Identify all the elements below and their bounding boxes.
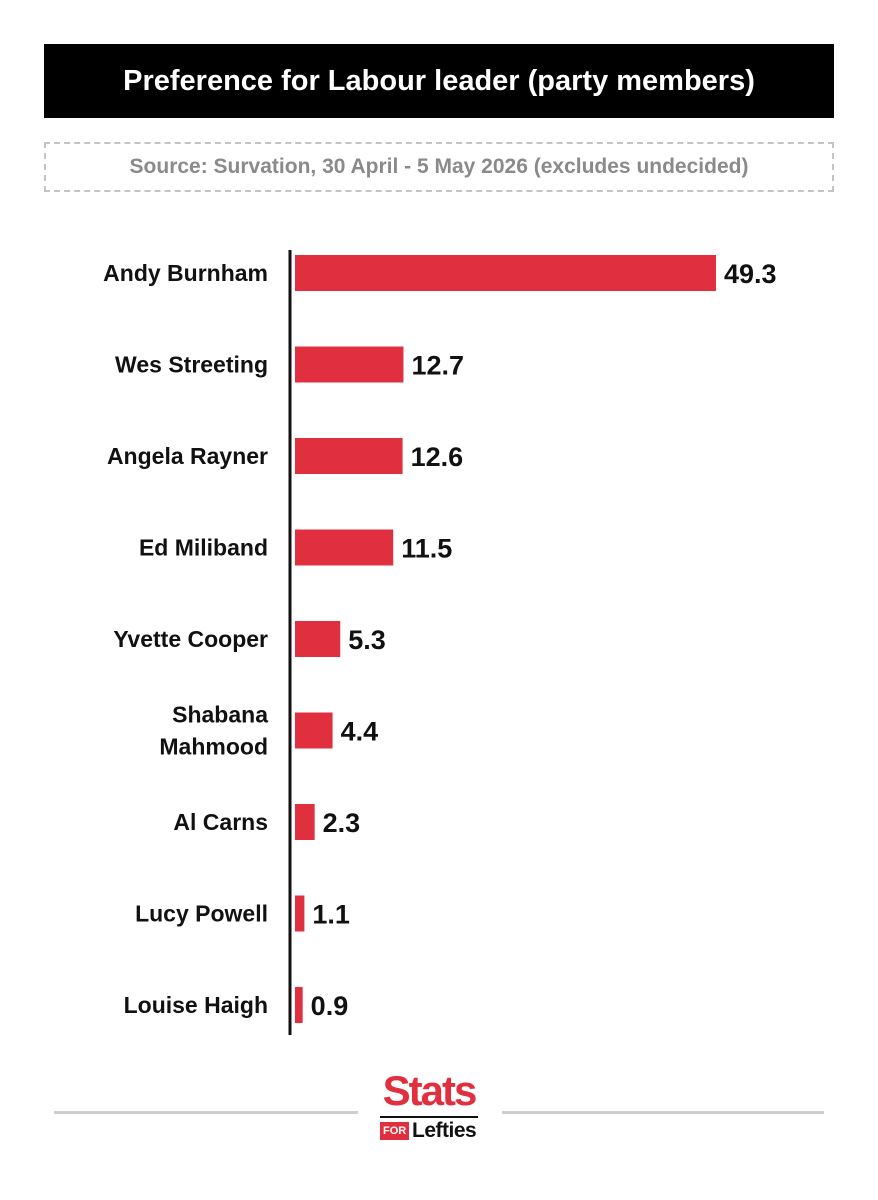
category-label: Ed Miliband <box>139 535 268 561</box>
category-label-line: Mahmood <box>159 734 268 760</box>
category-label: Shabana Mahmood <box>159 702 268 760</box>
category-label-line: Andy Burnham <box>103 260 268 286</box>
bar-value-label: 12.7 <box>411 351 464 381</box>
bar <box>295 255 716 291</box>
footer-divider-left <box>54 1111 358 1114</box>
category-label-line: Angela Rayner <box>107 443 268 469</box>
logo-for-text: FOR <box>380 1122 410 1140</box>
category-label-line: Lucy Powell <box>135 901 268 927</box>
bar <box>295 895 305 932</box>
category-label-line: Louise Haigh <box>124 992 268 1018</box>
category-label: Wes Streeting <box>115 352 268 378</box>
bar <box>295 346 404 383</box>
chart-title: Preference for Labour leader (party memb… <box>44 44 834 118</box>
bar-value-label: 4.4 <box>341 717 379 747</box>
category-label-line: Yvette Cooper <box>113 626 268 652</box>
category-label: Yvette Cooper <box>113 626 268 652</box>
bar-value-label: 12.6 <box>411 442 464 472</box>
category-label-line: Shabana <box>172 702 268 728</box>
category-label: Angela Rayner <box>107 443 268 469</box>
category-label: Andy Burnham <box>103 260 268 286</box>
category-label: Al Carns <box>173 809 268 835</box>
bar <box>295 621 341 657</box>
logo-rule <box>380 1116 478 1118</box>
category-label-line: Al Carns <box>173 809 268 835</box>
logo-lefties-text: Lefties <box>412 1119 477 1142</box>
source-note: Source: Survation, 30 April - 5 May 2026… <box>44 142 834 192</box>
bar-value-label: 2.3 <box>323 808 361 838</box>
bar-value-label: 49.3 <box>724 259 777 289</box>
bar-value-label: 11.5 <box>401 534 452 564</box>
category-label-line: Wes Streeting <box>115 352 268 378</box>
footer-divider-right <box>502 1111 824 1114</box>
logo-stats-text: Stats <box>382 1067 478 1114</box>
bar <box>295 804 315 840</box>
category-label: Lucy Powell <box>135 901 268 927</box>
bar <box>295 712 333 749</box>
category-label: Louise Haigh <box>124 992 268 1018</box>
bar-value-label: 5.3 <box>348 625 386 655</box>
category-label-line: Ed Miliband <box>139 535 268 561</box>
bar-value-label: 0.9 <box>311 991 349 1021</box>
bar <box>295 438 403 474</box>
bar-value-label: 1.1 <box>312 900 350 930</box>
stats-for-lefties-logo: Stats FOR Lefties <box>378 1068 480 1148</box>
bar <box>295 529 394 566</box>
bar <box>295 987 303 1023</box>
bar-chart: 49.3 Andy Burnham 12.7 Wes Streeting 12.6 Ang… <box>103 250 777 1035</box>
